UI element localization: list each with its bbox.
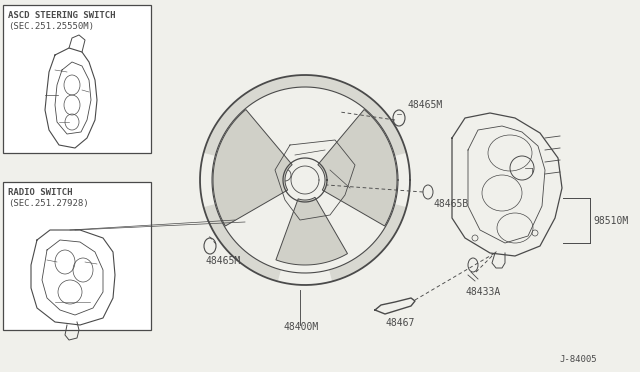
Polygon shape xyxy=(276,197,348,265)
Polygon shape xyxy=(204,75,406,156)
Text: 48433A: 48433A xyxy=(465,287,500,297)
Bar xyxy=(3,5,151,153)
Text: ASCD STEERING SWITCH: ASCD STEERING SWITCH xyxy=(8,11,115,20)
Text: 48465M: 48465M xyxy=(407,100,442,110)
Text: 48465M: 48465M xyxy=(205,256,240,266)
Text: (SEC.251.25550M): (SEC.251.25550M) xyxy=(8,22,94,31)
Polygon shape xyxy=(329,204,406,282)
Text: 48465B: 48465B xyxy=(434,199,469,209)
Text: 48400M: 48400M xyxy=(283,322,318,332)
Polygon shape xyxy=(318,109,397,226)
Text: (SEC.251.27928): (SEC.251.27928) xyxy=(8,199,88,208)
Text: 48467: 48467 xyxy=(385,318,414,328)
Polygon shape xyxy=(204,204,281,282)
Text: RADIO SWITCH: RADIO SWITCH xyxy=(8,188,72,197)
Polygon shape xyxy=(213,109,292,226)
Text: J-84005: J-84005 xyxy=(559,355,597,364)
Text: 98510M: 98510M xyxy=(593,215,628,225)
Bar xyxy=(3,182,151,330)
